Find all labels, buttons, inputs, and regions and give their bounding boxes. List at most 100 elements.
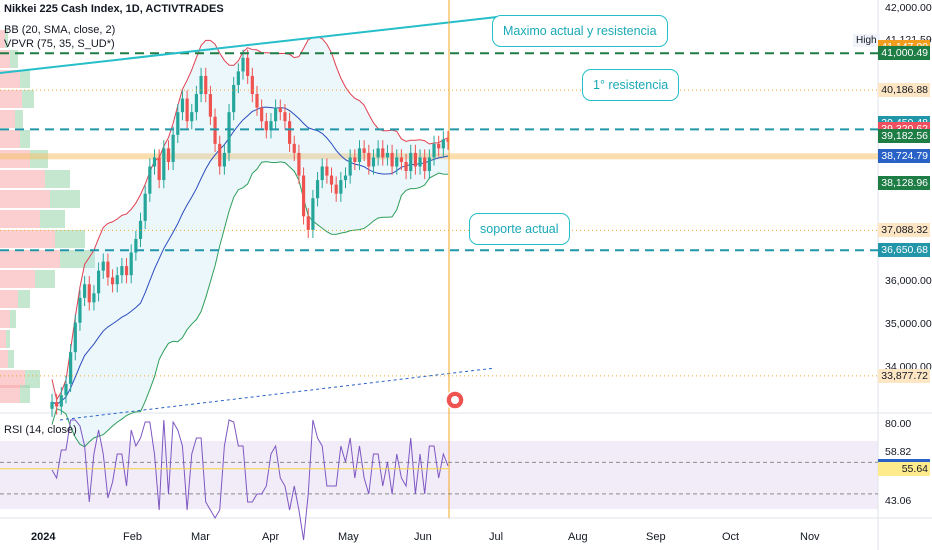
rsi-tick: 43.06 [885, 495, 912, 507]
candle-body [413, 152, 417, 167]
candle-body [343, 175, 348, 181]
candle-body [162, 148, 166, 181]
candle-body [106, 261, 110, 278]
candle-body [55, 401, 59, 407]
candle-body [441, 139, 445, 149]
candle-body [120, 266, 124, 276]
vpvr-bar-up [60, 250, 95, 268]
candle-body [92, 293, 96, 303]
rsi-line [51, 419, 449, 541]
vpvr-bar-down [0, 90, 22, 108]
vpvr-bar-down [0, 310, 10, 328]
chart-title: Nikkei 225 Cash Index, 1D, ACTIVTRADES [4, 3, 224, 15]
time-label: Mar [191, 531, 210, 543]
candle-body [306, 216, 310, 230]
candle-body [171, 134, 175, 162]
candle-body [432, 143, 436, 158]
vpvr-bar-up [40, 210, 65, 228]
candle-body [157, 157, 161, 181]
vpvr-bar-down [0, 230, 55, 248]
candle-body [320, 166, 324, 181]
vpvr-bar-up [22, 90, 34, 108]
candle-body [260, 107, 264, 122]
vpvr-bar-up [20, 130, 30, 148]
time-label: 2024 [31, 531, 56, 543]
price-tag: 36,650.68 [878, 243, 930, 258]
candle-body [362, 148, 366, 153]
price-tag: 40,186.88 [878, 83, 930, 98]
vpvr-bar-up [10, 50, 18, 68]
time-label: May [338, 531, 359, 543]
vpvr-bar-down [0, 170, 45, 188]
support-callout: soporte actual [469, 213, 570, 245]
bb-legend: BB (20, SMA, close, 2) [4, 24, 116, 36]
time-label: Feb [123, 531, 142, 543]
vpvr-bar-down [0, 370, 25, 388]
time-label: Nov [800, 531, 820, 543]
candle-body [241, 57, 245, 72]
candle-body [390, 152, 394, 167]
candle-body [264, 121, 268, 131]
vpvr-bar-up [25, 370, 40, 388]
vpvr-bar-down [0, 110, 15, 128]
candle-body [371, 157, 376, 167]
candle-body [208, 94, 212, 117]
candle-body [437, 143, 441, 149]
vpvr-bar-up [10, 310, 16, 328]
candle-body [404, 161, 408, 172]
candle-body [134, 238, 138, 253]
candle-body [59, 395, 63, 407]
candle-body [283, 112, 287, 122]
candle-body [250, 75, 254, 95]
candle-body [129, 252, 133, 276]
bb-basis [51, 106, 449, 405]
candle-body [124, 266, 129, 276]
vpvr-bar-up [5, 30, 8, 48]
candle-body [110, 277, 115, 285]
rsi-tick: 80.00 [885, 418, 912, 430]
event-flag-icon [451, 396, 459, 404]
vpvr-bar-down [0, 350, 8, 368]
candle-body [115, 275, 119, 285]
vpvr-bar-up [18, 290, 30, 308]
candle-body [315, 180, 320, 199]
candle-body [288, 121, 292, 144]
vpvr-bar-up [50, 190, 80, 208]
vpvr-bar-down [0, 210, 40, 228]
price-tick: 35,000.00 [885, 318, 932, 330]
time-label: Aug [568, 531, 588, 543]
max-resistance-callout: Maximo actual y resistencia [492, 15, 668, 47]
bb-upper [51, 36, 449, 402]
price-tick: 36,000.00 [885, 275, 932, 287]
candle-body [185, 98, 189, 122]
vpvr-bar-down [0, 385, 20, 403]
candle-body [143, 193, 147, 221]
candle-body [376, 148, 380, 158]
candle-body [269, 121, 273, 131]
candle-body [292, 143, 296, 153]
candle-body [73, 322, 77, 353]
candle-body [278, 107, 282, 113]
candle-body [274, 107, 278, 122]
bb-fill [52, 36, 448, 447]
price-tag: 39,182.56 [878, 128, 930, 143]
candle-body [427, 157, 431, 172]
candle-body [348, 157, 352, 176]
price-tag: 33,877.72 [878, 368, 930, 383]
vpvr-bar-down [0, 30, 5, 48]
candle-body [87, 284, 91, 303]
candle-body [227, 112, 231, 153]
vpvr-bar-up [45, 170, 70, 188]
candle-body [166, 148, 171, 162]
price-tag: 38,724.79 [878, 149, 930, 164]
vpvr-bar-down [0, 250, 60, 268]
vpvr-bar-up [15, 110, 23, 128]
candle-body [190, 112, 194, 122]
candle-body [357, 148, 362, 162]
candle-body [246, 57, 250, 76]
candle-body [83, 284, 87, 298]
candle-body [339, 180, 343, 194]
candle-body [204, 75, 208, 95]
time-label: Apr [262, 531, 280, 543]
